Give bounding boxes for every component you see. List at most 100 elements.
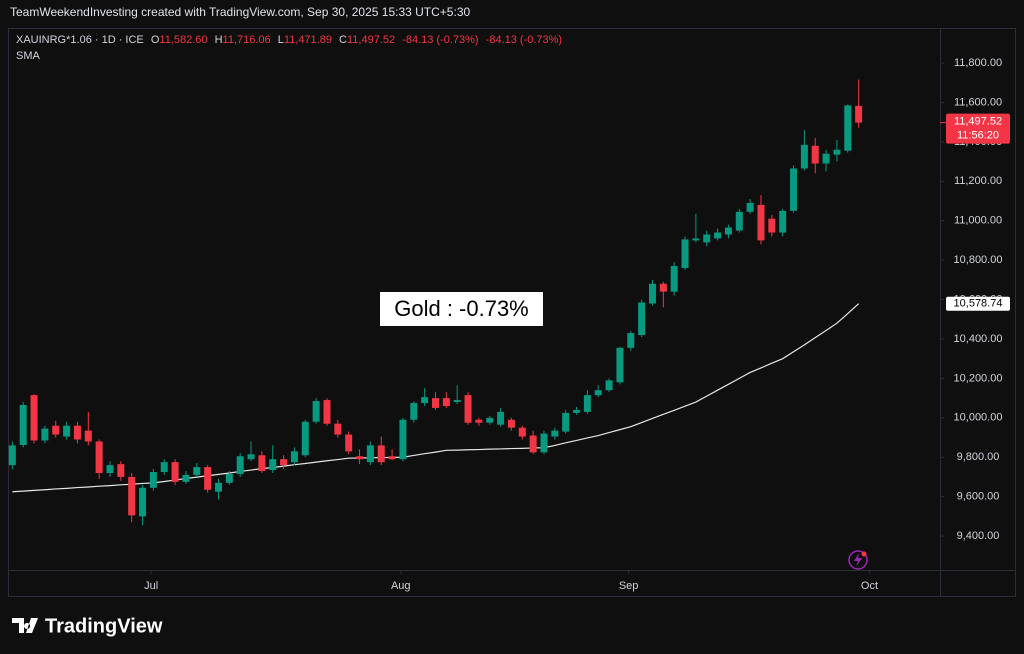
candle-body: [182, 474, 190, 482]
candle-body: [149, 472, 157, 488]
candle-body: [833, 149, 841, 155]
candle-body: [811, 145, 819, 164]
candle-body: [735, 211, 743, 231]
candle-body: [19, 404, 27, 446]
sma-legend: SMA: [16, 50, 41, 62]
candle-body: [507, 419, 515, 428]
candle-body: [63, 425, 71, 437]
candle-body: [8, 445, 16, 466]
candle-body: [41, 428, 49, 441]
candle-body: [605, 380, 613, 391]
candle-body: [366, 445, 374, 463]
candle-body: [746, 202, 754, 212]
candle-body: [822, 153, 830, 164]
y-tick-label: 10,200.00: [954, 372, 1003, 384]
sma-price-label: 10,578.74: [954, 298, 1003, 310]
candle-body: [323, 400, 331, 424]
candle-body: [714, 232, 722, 239]
brand-mark: [12, 618, 38, 633]
candle-body: [692, 238, 700, 241]
candle-body: [497, 411, 505, 425]
candle-body: [464, 395, 472, 423]
candle-body: [573, 409, 581, 413]
legend-key: L: [278, 34, 284, 46]
candle-body: [475, 419, 483, 423]
candle-body: [377, 445, 385, 463]
candle-body: [214, 482, 222, 492]
candle-body: [73, 425, 81, 440]
header: TeamWeekendInvesting created with Tradin…: [10, 5, 470, 19]
legend-key: C: [339, 34, 347, 46]
plot: [8, 79, 863, 526]
y-tick-label: 10,400.00: [954, 333, 1003, 345]
candle-body: [757, 204, 765, 241]
candle-body: [117, 464, 125, 477]
countdown-label: 11:56:20: [957, 130, 999, 142]
candle-body: [518, 427, 526, 437]
candle-body: [106, 465, 114, 473]
chart-frame: [8, 28, 1016, 597]
x-tick-label: Aug: [391, 580, 411, 592]
candle-body: [52, 425, 60, 435]
candle-body: [670, 266, 678, 292]
candle-body: [594, 390, 602, 396]
candle-body: [30, 395, 38, 441]
legend-value: 11,471.89: [284, 34, 332, 46]
candle-body: [779, 210, 787, 233]
legend-change: -84.13 (-0.73%): [486, 34, 562, 46]
candle-body: [160, 462, 168, 473]
candle-body: [84, 430, 92, 442]
legend-value: 11,497.52: [347, 34, 395, 46]
candle-body: [399, 419, 407, 460]
candle-body: [334, 423, 342, 435]
candle-body: [627, 333, 635, 348]
alert-icon-bolt: [854, 553, 862, 567]
y-tick-label: 11,000.00: [954, 215, 1002, 227]
x-tick-label: Oct: [861, 580, 878, 592]
y-tick-label: 11,200.00: [954, 175, 1002, 187]
candle-body: [312, 401, 320, 422]
x-tick-label: Sep: [619, 580, 639, 592]
candle-body: [648, 283, 656, 304]
alert-dot: [861, 551, 867, 557]
candle-body: [139, 487, 147, 517]
candle-body: [790, 168, 798, 211]
candle-body: [616, 347, 624, 383]
candle-body: [659, 283, 667, 292]
candle-body: [431, 398, 439, 408]
legend-key: H: [215, 34, 223, 46]
candle-body: [800, 144, 808, 169]
candle-body: [583, 395, 591, 412]
alert-icon[interactable]: [848, 550, 868, 570]
candle-body: [204, 467, 212, 490]
candle-body: [844, 105, 852, 151]
candle-body: [410, 403, 418, 420]
candle-body: [453, 400, 461, 403]
candle-body: [703, 234, 711, 243]
candle-body: [258, 455, 266, 472]
last-price-box: [946, 113, 1010, 144]
y-tick-label: 10,000.00: [954, 412, 1003, 424]
candle-body: [551, 430, 559, 437]
candle-body: [540, 433, 548, 453]
y-tick-label: 9,800.00: [957, 451, 1000, 463]
sma-price-box: [946, 296, 1010, 311]
candle-body: [345, 434, 353, 452]
legend: XAUINRG*1.06 · 1D · ICE O11,582.60 H11,7…: [16, 34, 562, 46]
candle-body: [442, 398, 450, 406]
y-tick-label: 10,800.00: [954, 254, 1003, 266]
candle-body: [529, 435, 537, 453]
legend-change: -84.13 (-0.73%): [402, 34, 478, 46]
candle-body: [388, 456, 396, 460]
candle-body: [562, 412, 570, 432]
candle-body: [724, 227, 732, 235]
candle-body: [681, 239, 689, 269]
legend-key: O: [151, 34, 160, 46]
candle-body: [486, 417, 494, 423]
candle-body: [290, 451, 298, 463]
legend-value: 11,716.06: [223, 34, 271, 46]
legend-value: 11,582.60: [159, 34, 207, 46]
candle-body: [128, 476, 136, 516]
